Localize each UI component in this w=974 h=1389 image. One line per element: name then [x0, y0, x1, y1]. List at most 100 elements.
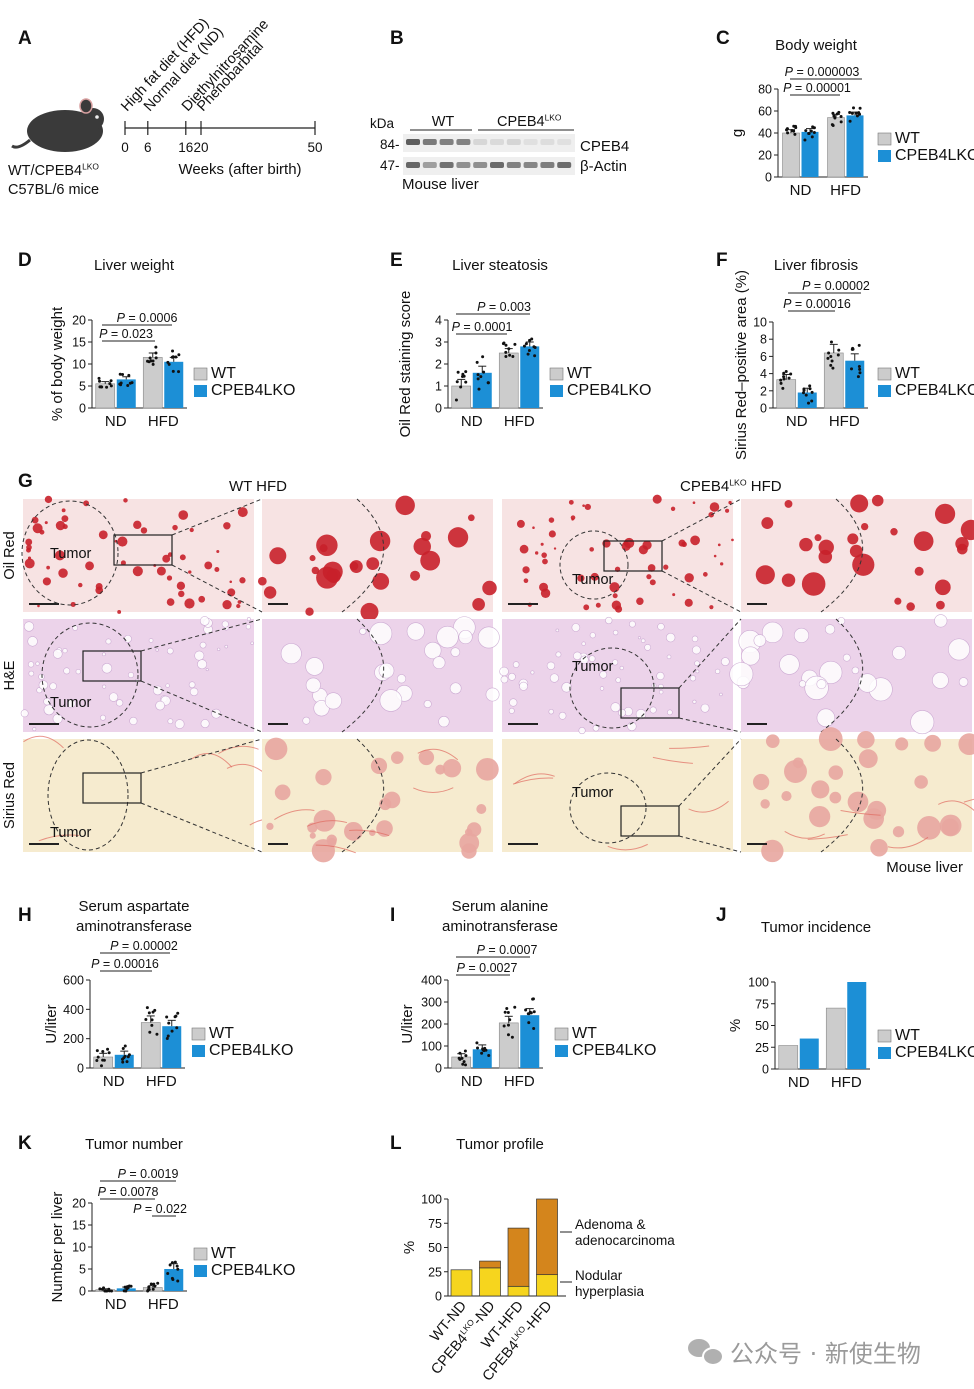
panel-i-data-point — [464, 1054, 468, 1058]
panel-i-bar-ND-CPEB4 — [472, 1049, 492, 1068]
panel-g-texture-dot — [561, 682, 572, 693]
panel-e-x-tick-label: ND — [461, 413, 483, 430]
panel-b-band-actin — [490, 162, 504, 168]
panel-c-data-point — [858, 112, 862, 116]
panel-g-texture-dot — [619, 665, 624, 671]
panel-g-texture-dot — [133, 520, 142, 530]
panel-g-texture-dot — [924, 734, 942, 752]
panel-k-data-point — [147, 1285, 151, 1289]
panel-h-data-point — [170, 1029, 174, 1033]
panel-f-p-value: P = 0.00016 — [783, 297, 851, 311]
panel-g-texture-dot — [236, 603, 241, 609]
panel-b-band-cpeb4 — [456, 139, 471, 145]
panel-h-bar-HFD-WT — [140, 1022, 161, 1069]
panel-h-data-point — [153, 1008, 157, 1012]
panel-g-texture-dot — [35, 661, 40, 666]
panel-g-caption: Mouse liver — [886, 859, 963, 876]
panel-g-texture-dot — [960, 519, 974, 541]
panel-g-texture-dot — [781, 791, 792, 802]
panel-g-texture-dot — [649, 706, 657, 714]
panel-l-y-tick-label: 50 — [428, 1241, 442, 1255]
panel-g-texture-dot — [266, 822, 274, 831]
panel-g-inset-line — [140, 802, 263, 853]
panel-i-y-tick-label: 300 — [421, 996, 442, 1010]
panel-f-data-point — [784, 370, 788, 374]
panel-e-y-tick-label: 0 — [435, 402, 442, 416]
panel-g-texture-dot — [198, 595, 206, 603]
panel-g-inset-box — [113, 534, 173, 566]
panel-f-data-point — [850, 367, 854, 371]
panel-g-texture-dot — [246, 617, 251, 622]
panel-h-y-tick-label: 600 — [63, 974, 84, 988]
panel-f-y-label: Sirius Red–positive area (%) — [733, 270, 750, 460]
panel-b-band-cpeb4 — [506, 139, 521, 145]
panel-g-texture-dot — [519, 544, 529, 554]
panel-c-p-value: P = 0.00001 — [783, 81, 851, 95]
panel-i-bar-HFD-WT — [498, 1022, 519, 1069]
panel-d-data-point — [121, 373, 125, 377]
panel-i-data-point — [508, 1018, 512, 1022]
panel-c-data-point — [809, 129, 813, 133]
panel-c-data-point — [793, 132, 797, 136]
panel-g-tumor-label: Tumor — [572, 572, 614, 588]
panel-g-texture-dot — [611, 600, 622, 610]
14.5: CPEB414.5LKO — [567, 382, 651, 399]
panel-g-texture-dot — [792, 757, 804, 769]
panel-g-texture-dot — [684, 598, 693, 607]
panel-g-texture-dot — [95, 586, 104, 595]
panel-g-texture-dot — [31, 516, 39, 524]
panel-c-data-point — [858, 106, 862, 110]
panel-g-texture-dot — [227, 588, 236, 597]
panel-f-data-point — [804, 393, 808, 397]
panel-b-caption: Mouse liver — [402, 176, 479, 193]
panel-e-data-point — [504, 350, 508, 354]
panel-d-x-tick-label: HFD — [148, 413, 179, 430]
panel-g-inset-line — [678, 717, 742, 733]
panel-g-texture-dot — [189, 687, 199, 697]
panel-h-data-point — [150, 1023, 154, 1027]
panel-d-data-point — [177, 353, 181, 357]
panel-c-legend-swatch-1 — [878, 150, 891, 162]
panel-g-texture-dot — [117, 536, 128, 547]
panel-g-texture-dot — [647, 564, 656, 572]
panel-i-y-tick-label: 400 — [421, 974, 442, 988]
panel-g-texture-dot — [719, 692, 723, 697]
panel-h-x-tick-label: ND — [103, 1073, 125, 1090]
14.5: WT14.5 — [209, 1025, 234, 1042]
panel-h-y-tick-label: 0 — [77, 1062, 84, 1076]
panel-e-legend-swatch-0 — [549, 367, 564, 381]
panel-g-texture-dot — [936, 600, 945, 610]
panel-g-texture-dot — [62, 648, 68, 654]
panel-g-texture-dot — [689, 675, 697, 682]
panel-e-data-point — [462, 374, 466, 378]
panel-c-bar-HFD-CPEB4 — [846, 115, 864, 177]
panel-f-data-point — [808, 384, 812, 388]
panel-g-texture-dot — [383, 791, 401, 809]
panel-g-texture-dot — [809, 805, 831, 828]
panel-g-texture-dot — [70, 601, 76, 607]
panel-g-texture-dot — [42, 577, 51, 586]
panel-c-data-point — [848, 110, 852, 114]
panel-g-texture-dot — [801, 572, 826, 596]
panel-k-data-point — [156, 1281, 160, 1285]
panel-g-texture-dot — [913, 531, 934, 551]
panel-g-texture-dot — [155, 648, 159, 652]
panel-e-data-point — [475, 360, 479, 364]
panel-g-texture-dot — [642, 540, 652, 550]
panel-e-data-point — [522, 344, 526, 348]
panel-g-texture-dot — [612, 593, 618, 599]
panel-g-texture-dot — [450, 647, 461, 657]
panel-k-data-point — [168, 1263, 172, 1267]
panel-g-texture-dot — [890, 528, 898, 536]
panel-g-texture-dot — [666, 654, 672, 660]
panel-g-texture-dot — [311, 566, 320, 575]
panel-g-texture-dot — [618, 708, 627, 717]
panel-g-texture-dot — [197, 659, 208, 670]
panel-c-data-point — [848, 119, 852, 123]
watermark-text: 公众号 · 新使生物 — [730, 1339, 921, 1368]
panel-i-letter: I — [390, 905, 395, 926]
panel-j-x-tick-label: HFD — [831, 1074, 862, 1091]
panel-e-bar-ND-CPEB4 — [472, 372, 492, 408]
panel-h-data-point — [166, 1034, 170, 1038]
